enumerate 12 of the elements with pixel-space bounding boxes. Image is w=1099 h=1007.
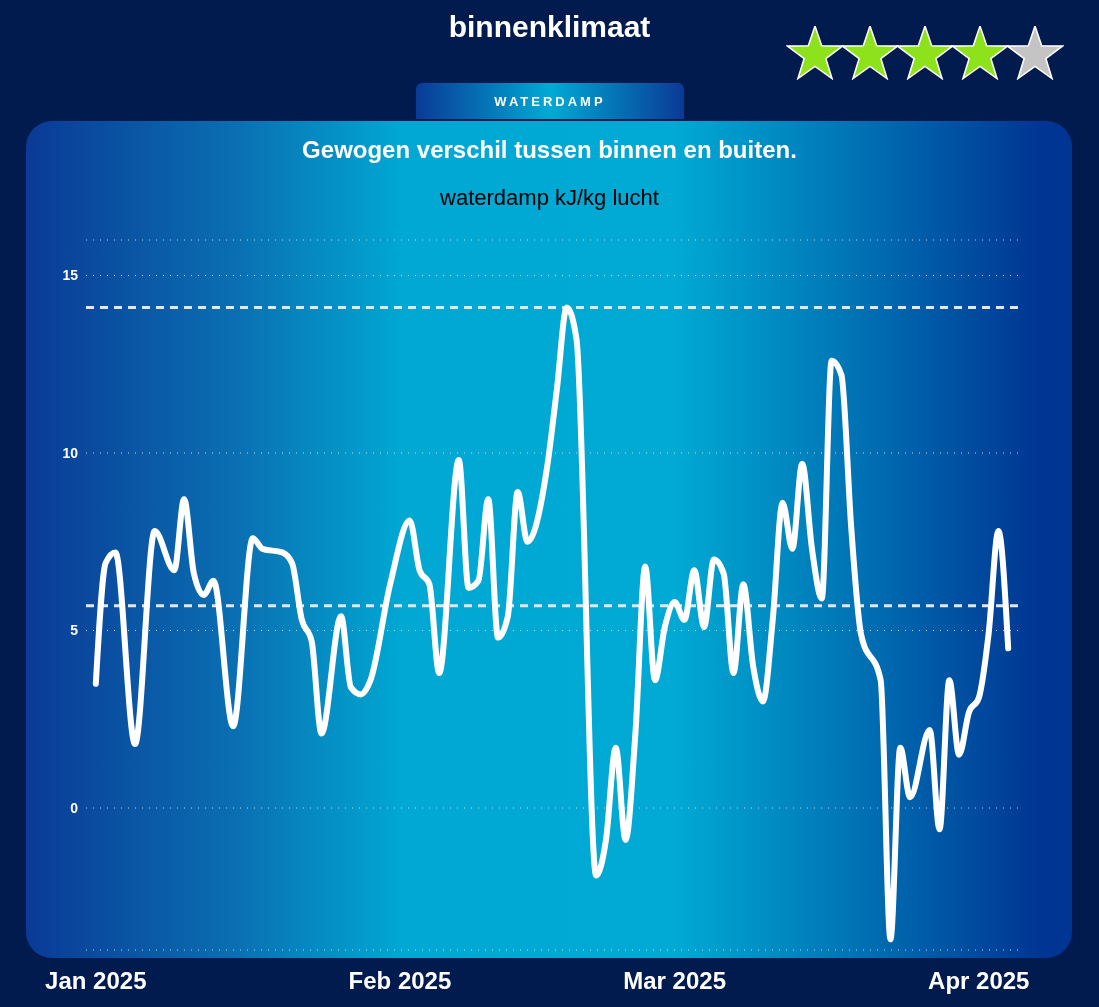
y-axis-title: waterdamp kJ/kg lucht	[439, 185, 660, 211]
y-tick-label: 5	[70, 622, 79, 639]
x-tick-label: Feb 2025	[348, 967, 452, 995]
chart-subtitle: Gewogen verschil tussen binnen en buiten.	[301, 136, 798, 164]
x-tick-label: Mar 2025	[623, 967, 727, 995]
x-tick-label: Jan 2025	[45, 967, 147, 995]
text: WATERDAMP	[416, 83, 684, 119]
x-tick-label: Apr 2025	[928, 967, 1030, 995]
y-tick-label: 10	[62, 444, 79, 461]
y-tick-label: 15	[62, 267, 79, 284]
y-tick-label: 0	[70, 799, 79, 816]
chart-title: binnenklimaat	[447, 10, 652, 44]
